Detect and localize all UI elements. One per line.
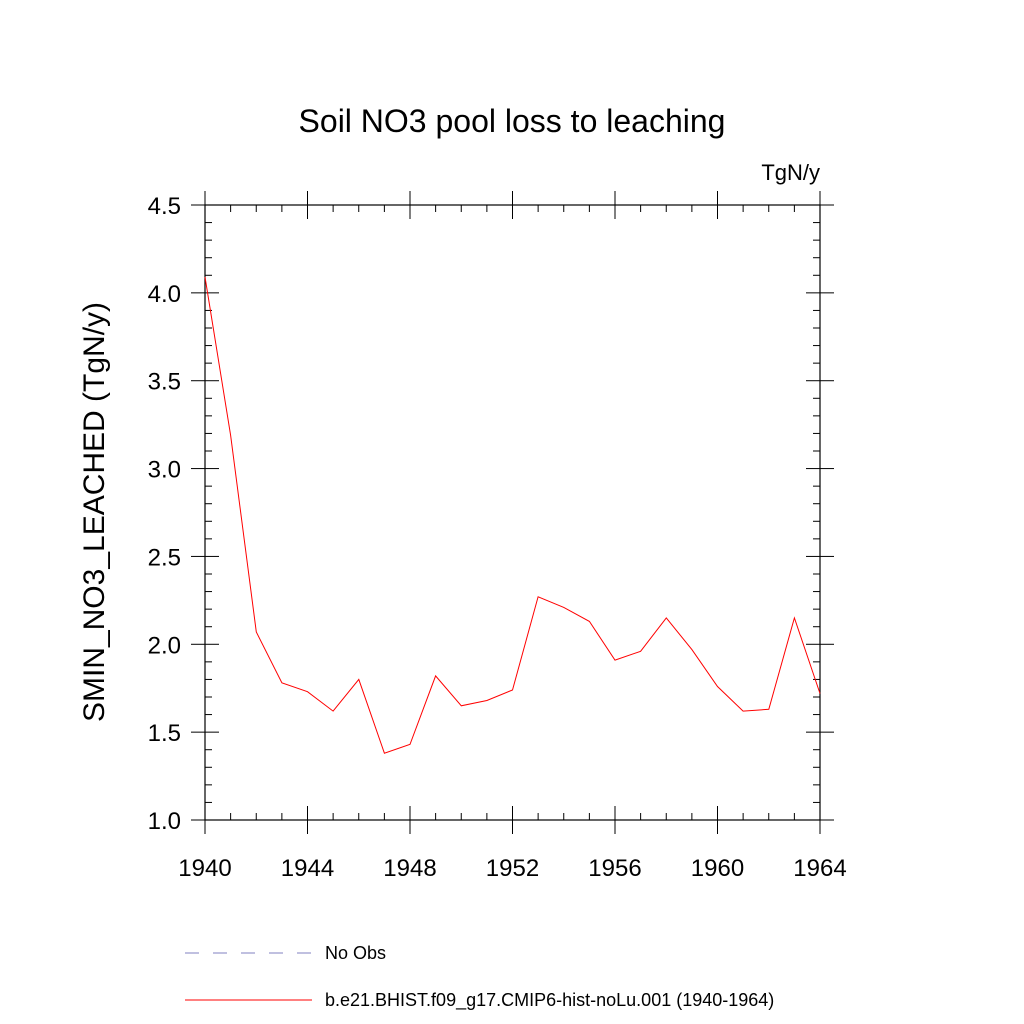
x-tick-label: 1960: [691, 855, 744, 882]
y-tick-label: 2.0: [148, 632, 181, 659]
y-tick-label: 3.5: [148, 369, 181, 396]
y-axis-label: SMIN_NO3_LEACHED (TgN/y): [78, 302, 111, 722]
y-tick-label: 4.0: [148, 281, 181, 308]
y-tick-label: 4.5: [148, 193, 181, 220]
y-tick-label: 1.5: [148, 720, 181, 747]
plot-frame: [204, 204, 821, 821]
y-tick-label: 2.5: [148, 544, 181, 571]
units-label: TgN/y: [761, 160, 820, 185]
legend-label: No Obs: [325, 943, 386, 963]
series-line: [204, 276, 821, 754]
y-tick-label: 1.0: [148, 808, 181, 835]
legend-label: b.e21.BHIST.f09_g17.CMIP6-hist-noLu.001 …: [325, 990, 774, 1011]
y-tick-label: 3.0: [148, 457, 181, 484]
legend: No Obs b.e21.BHIST.f09_g17.CMIP6-hist-noL…: [185, 943, 774, 1011]
x-tick-label: 1956: [588, 855, 641, 882]
x-tick-label: 1940: [178, 855, 231, 882]
x-tick-label: 1948: [383, 855, 436, 882]
axis-ticks: [191, 191, 834, 834]
chart-title: Soil NO3 pool loss to leaching: [299, 103, 726, 139]
x-tick-label: 1944: [281, 855, 334, 882]
x-tick-label: 1964: [793, 855, 846, 882]
tick-labels: 1940 1944 1948 1952 1956 1960 1964 1.0 1.5 2.0 2.5…: [148, 193, 847, 882]
x-tick-label: 1952: [486, 855, 539, 882]
series-layer: [204, 276, 821, 754]
